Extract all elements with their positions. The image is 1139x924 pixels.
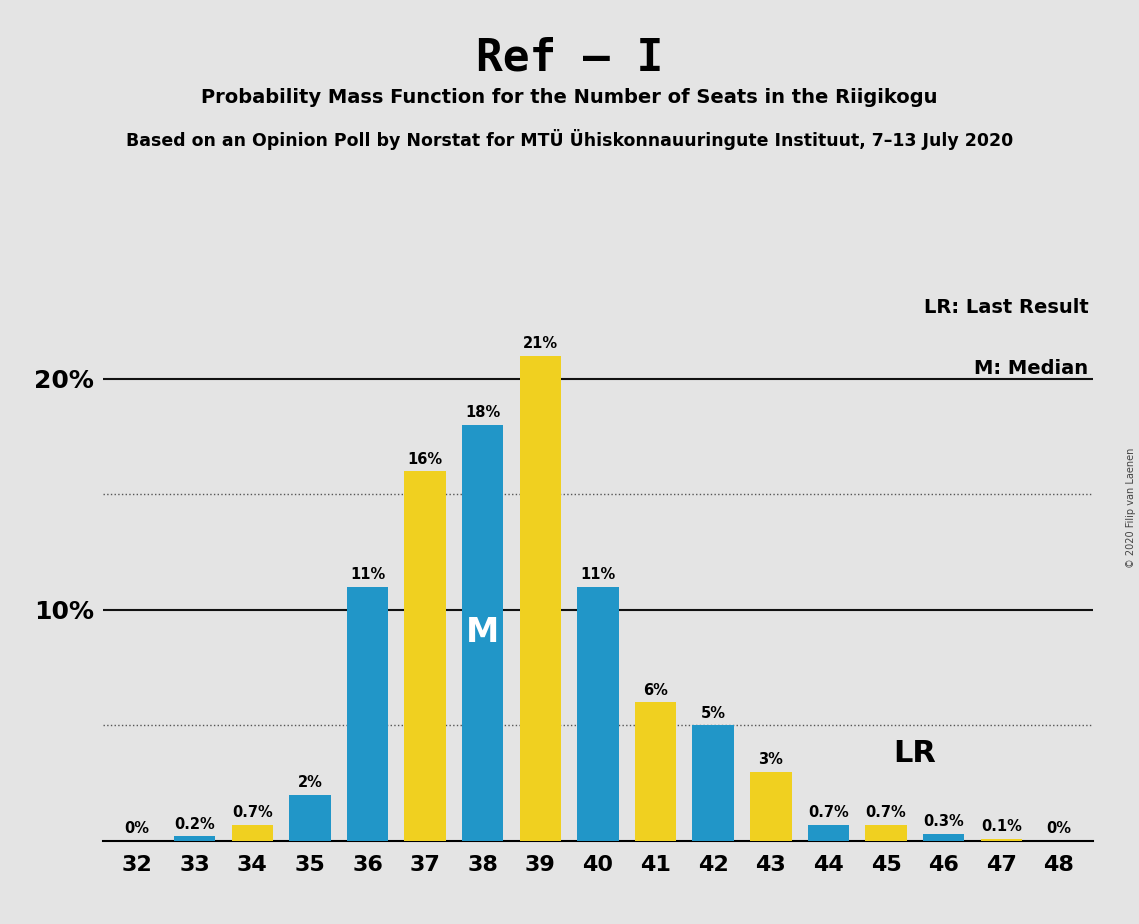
- Bar: [346, 587, 388, 841]
- Text: M: Median: M: Median: [974, 359, 1089, 378]
- Bar: [404, 471, 445, 841]
- Text: LR: LR: [893, 738, 936, 768]
- Text: © 2020 Filip van Laenen: © 2020 Filip van Laenen: [1126, 448, 1136, 568]
- Bar: [693, 725, 734, 841]
- Text: 6%: 6%: [644, 683, 669, 698]
- Text: 0.2%: 0.2%: [174, 817, 215, 832]
- Text: 0.1%: 0.1%: [981, 819, 1022, 833]
- Text: 21%: 21%: [523, 336, 558, 351]
- Bar: [174, 836, 215, 841]
- Bar: [577, 587, 618, 841]
- Bar: [289, 795, 330, 841]
- Bar: [981, 839, 1022, 841]
- Text: Ref – I: Ref – I: [476, 37, 663, 80]
- Text: Probability Mass Function for the Number of Seats in the Riigikogu: Probability Mass Function for the Number…: [202, 88, 937, 107]
- Bar: [462, 425, 503, 841]
- Text: 16%: 16%: [408, 452, 443, 467]
- Text: 0%: 0%: [1047, 821, 1072, 836]
- Text: 2%: 2%: [297, 775, 322, 790]
- Bar: [808, 824, 850, 841]
- Text: 0%: 0%: [124, 821, 149, 836]
- Text: 0.7%: 0.7%: [866, 805, 907, 821]
- Text: 3%: 3%: [759, 752, 784, 767]
- Text: M: M: [466, 616, 499, 650]
- Bar: [231, 824, 273, 841]
- Text: LR: Last Result: LR: Last Result: [924, 298, 1089, 317]
- Text: 11%: 11%: [350, 567, 385, 582]
- Bar: [923, 833, 965, 841]
- Text: 11%: 11%: [581, 567, 615, 582]
- Text: 0.7%: 0.7%: [808, 805, 849, 821]
- Bar: [519, 356, 562, 841]
- Bar: [634, 702, 677, 841]
- Text: Based on an Opinion Poll by Norstat for MTÜ Ühiskonnauuringute Instituut, 7–13 J: Based on an Opinion Poll by Norstat for …: [126, 129, 1013, 151]
- Text: 5%: 5%: [700, 706, 726, 721]
- Text: 18%: 18%: [465, 406, 500, 420]
- Text: 0.7%: 0.7%: [232, 805, 272, 821]
- Bar: [751, 772, 792, 841]
- Text: 0.3%: 0.3%: [924, 814, 964, 830]
- Bar: [866, 824, 907, 841]
